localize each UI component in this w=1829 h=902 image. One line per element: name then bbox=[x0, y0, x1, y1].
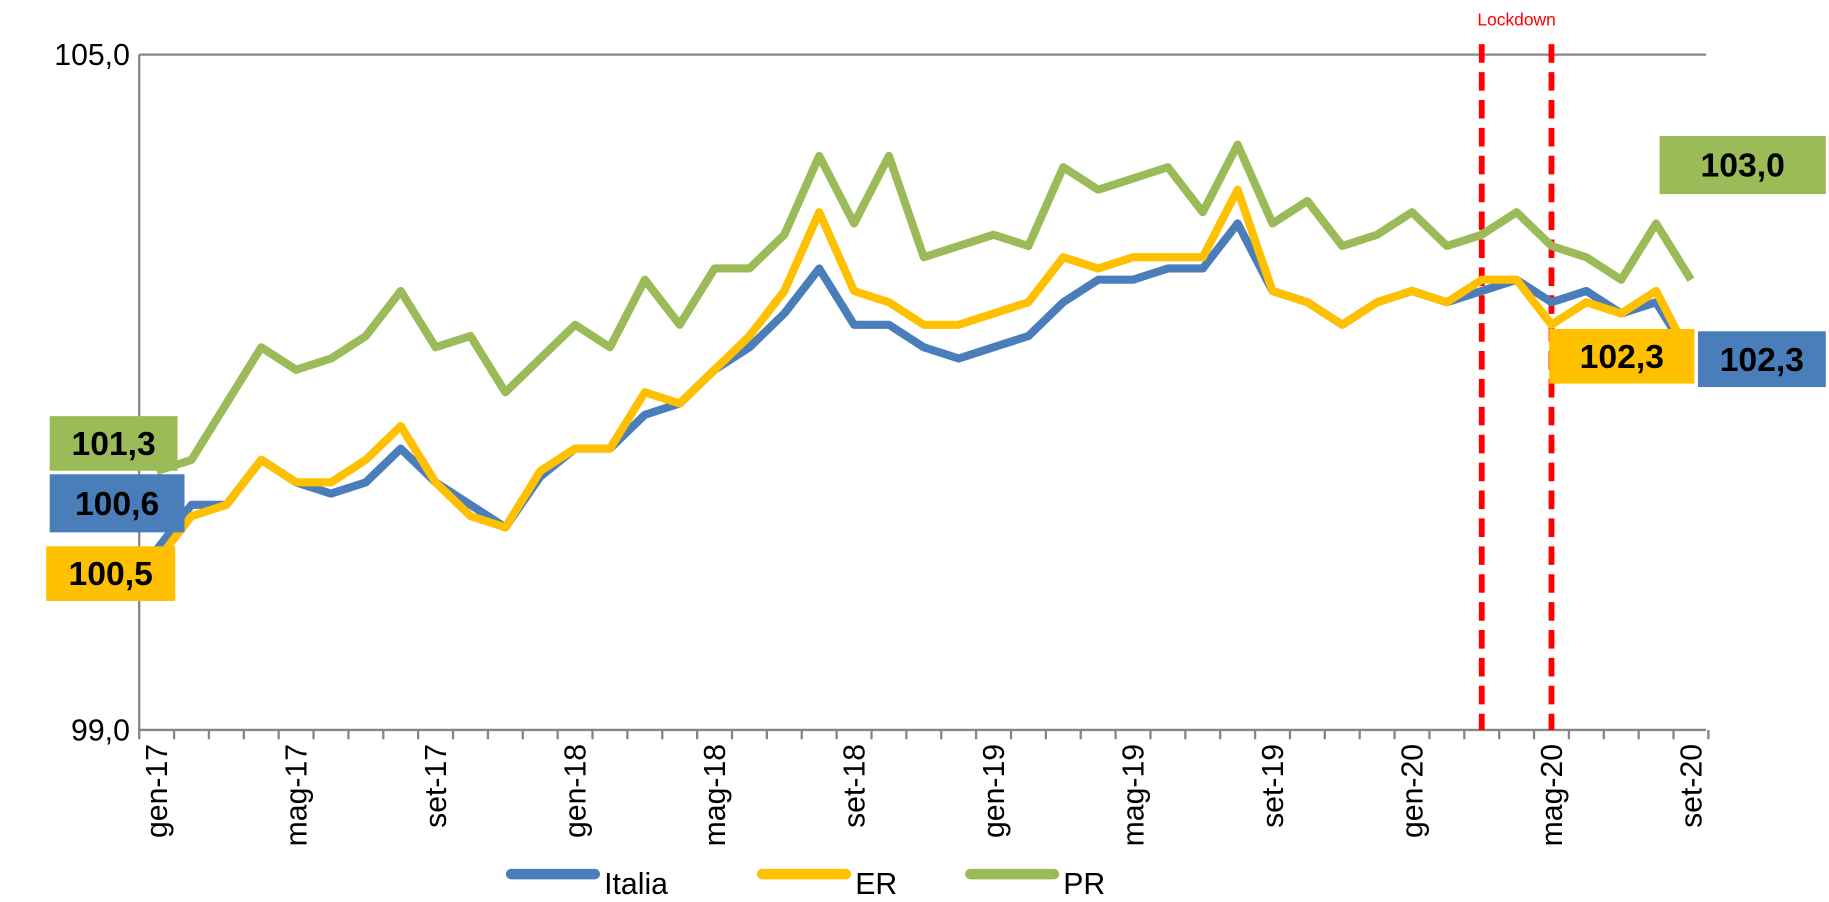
data-label-box bbox=[1697, 331, 1826, 388]
legend-label: Italia bbox=[604, 868, 668, 901]
x-tick-label: mag-17 bbox=[281, 744, 314, 846]
lockdown-label: Lockdown bbox=[1477, 10, 1555, 30]
data-label-box bbox=[49, 416, 178, 471]
x-tick-label: gen-19 bbox=[978, 744, 1011, 838]
x-tick-label: mag-20 bbox=[1536, 744, 1569, 846]
x-tick-label: set-18 bbox=[839, 744, 872, 828]
background bbox=[3, 0, 1826, 902]
legend-label: PR bbox=[1063, 868, 1105, 901]
x-tick-label: gen-20 bbox=[1396, 744, 1429, 838]
x-tick-label: mag-19 bbox=[1117, 744, 1150, 846]
data-label: 100,6 bbox=[75, 485, 159, 523]
x-tick-label: mag-18 bbox=[699, 744, 732, 846]
data-label: 101,3 bbox=[71, 425, 155, 463]
x-tick-label: set-20 bbox=[1675, 744, 1708, 828]
data-label-box bbox=[1549, 328, 1695, 384]
data-label: 102,3 bbox=[1580, 338, 1664, 376]
x-tick-label: set-17 bbox=[420, 744, 453, 828]
x-tick-label: gen-17 bbox=[141, 744, 174, 838]
data-label-box bbox=[1659, 135, 1826, 195]
data-label: 102,3 bbox=[1720, 341, 1804, 379]
x-tick-label: gen-18 bbox=[560, 744, 593, 838]
y-tick-label: 99,0 bbox=[71, 714, 130, 747]
data-label-box bbox=[46, 546, 176, 601]
series-line bbox=[153, 185, 1695, 564]
legend-label: ER bbox=[855, 868, 897, 901]
data-label-box bbox=[49, 474, 185, 533]
data-label: 100,5 bbox=[69, 555, 153, 593]
data-label: 103,0 bbox=[1701, 147, 1785, 185]
series-line bbox=[155, 140, 1695, 475]
y-tick-label: 105,0 bbox=[54, 39, 130, 72]
x-tick-label: set-19 bbox=[1257, 744, 1290, 828]
